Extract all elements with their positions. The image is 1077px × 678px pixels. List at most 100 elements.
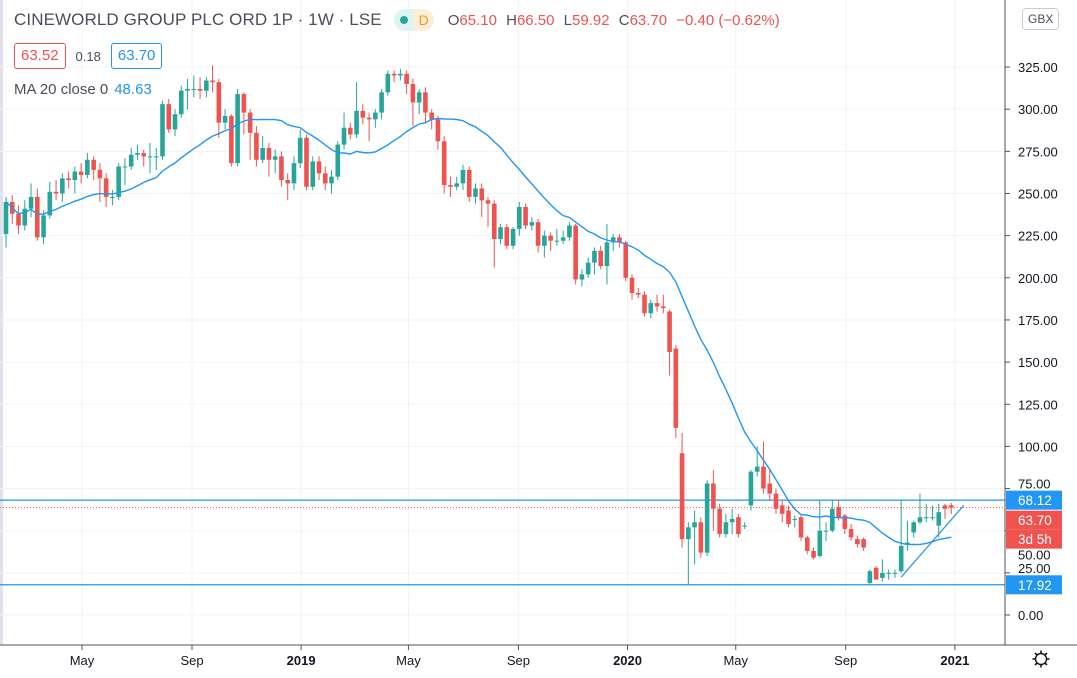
candle: [861, 537, 866, 551]
candle: [880, 559, 885, 582]
candle: [942, 503, 948, 519]
candle: [297, 129, 303, 169]
ma-line: [5, 117, 952, 546]
close-value: 63.70: [629, 11, 668, 29]
y-tick-label: 150.00: [1018, 355, 1058, 370]
price-axis[interactable]: 325.00 300.00 275.00 250.00 225.00 200.00 175.…: [1005, 60, 1058, 623]
candle-body: [141, 153, 147, 157]
candle: [222, 109, 228, 130]
candle: [254, 126, 259, 167]
candle-body: [366, 117, 372, 120]
candle-body: [260, 147, 265, 160]
candle-body: [642, 294, 647, 314]
candle: [110, 190, 115, 206]
candle-body: [898, 545, 904, 572]
candle-body: [297, 137, 303, 164]
candle-body: [279, 156, 284, 181]
candle: [585, 257, 591, 278]
candle: [635, 287, 641, 299]
indicator-legend[interactable]: MA 20 close 0 48.63: [14, 81, 152, 98]
candle: [523, 203, 528, 229]
trend-line-segment[interactable]: [900, 505, 965, 578]
candle-body: [103, 178, 109, 197]
sell-button[interactable]: 63.52: [14, 43, 66, 69]
candle-body: [385, 73, 391, 93]
candle: [229, 114, 234, 167]
candle-body: [66, 178, 71, 181]
candle-body: [804, 537, 810, 551]
candle: [91, 156, 96, 181]
candle-body: [398, 73, 403, 76]
candle: [479, 183, 485, 218]
candle-body: [811, 550, 816, 558]
candle: [579, 269, 585, 287]
candle: [247, 109, 253, 160]
candle: [817, 500, 823, 558]
candle-body: [585, 262, 591, 275]
candle: [673, 345, 679, 438]
candle: [310, 156, 316, 191]
spread-value: 0.18: [75, 48, 101, 64]
last-price-label-text: 63.70: [1018, 513, 1052, 528]
candle: [260, 136, 265, 164]
candle-body: [554, 240, 560, 242]
candle-body: [723, 522, 729, 535]
candle-body: [679, 453, 685, 540]
buy-button[interactable]: 63.70: [110, 43, 163, 69]
candle-body: [391, 73, 397, 76]
candle-body: [704, 483, 710, 553]
candles: [3, 65, 954, 585]
x-tick-label: May: [723, 653, 748, 668]
candle-body: [316, 161, 322, 174]
candle: [761, 441, 766, 494]
candle-body: [767, 483, 773, 494]
candle: [216, 78, 222, 138]
candle: [241, 92, 247, 135]
candle-body: [204, 80, 209, 91]
resistance-price-label-bg: [1006, 490, 1062, 510]
candle-body: [285, 180, 290, 184]
candle: [892, 569, 898, 578]
candle: [830, 500, 835, 533]
candle-body: [178, 90, 184, 115]
candle-body: [579, 274, 585, 280]
x-tick-label: 2021: [940, 653, 969, 668]
high-value: 66.50: [516, 11, 555, 29]
candle-body: [247, 112, 253, 133]
candle: [103, 173, 109, 207]
currency-button[interactable]: GBX: [1022, 8, 1060, 30]
chart-legend: CINEWORLD GROUP PLC ORD 1P · 1W · LSE D …: [14, 9, 785, 31]
candle-body: [686, 527, 691, 540]
candle: [491, 200, 497, 268]
candle: [398, 68, 403, 81]
candle-body: [748, 471, 754, 506]
candle: [266, 142, 272, 177]
candle: [742, 522, 747, 530]
market-status-badge[interactable]: D: [393, 9, 434, 31]
candle-body: [466, 169, 472, 197]
candle: [279, 151, 284, 187]
y-tick-label: 250.00: [1018, 187, 1058, 202]
candle-body: [523, 206, 528, 226]
candle-body: [754, 466, 760, 472]
candle: [811, 547, 816, 560]
candle-body: [241, 94, 247, 113]
candle-body: [905, 542, 910, 545]
time-axis[interactable]: May Sep 2019 May Sep 2020 May Sep 2021: [70, 645, 970, 668]
candle: [692, 510, 697, 565]
candle-body: [216, 82, 222, 123]
candle: [617, 233, 622, 248]
candle: [373, 109, 378, 128]
y-tick-label: 175.00: [1018, 313, 1058, 328]
candle-body: [604, 242, 610, 266]
settings-gear-icon[interactable]: [1031, 649, 1051, 669]
trend-line[interactable]: [900, 505, 965, 578]
candle: [698, 517, 704, 558]
candle-body: [911, 522, 916, 533]
candle: [823, 522, 829, 541]
candle-body: [3, 201, 9, 234]
resistance-price-label: 68.12: [1006, 490, 1062, 510]
horizontal-lines: [0, 499, 1005, 586]
symbol-title[interactable]: CINEWORLD GROUP PLC ORD 1P · 1W · LSE: [14, 10, 382, 29]
